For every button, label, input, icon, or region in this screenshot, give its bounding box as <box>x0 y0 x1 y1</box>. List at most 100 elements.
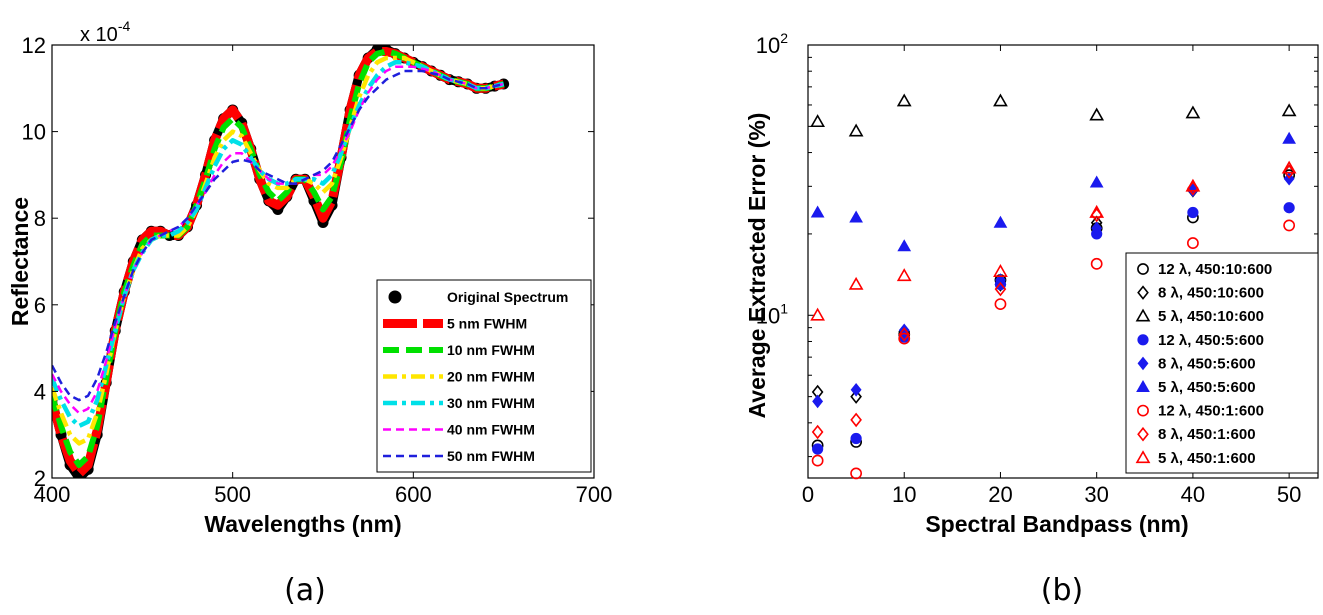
y-tick-exponent: 2 <box>780 30 788 46</box>
panel-b-y-axis-label: Average Extracted Error (%) <box>744 113 770 419</box>
data-point <box>561 0 572 6</box>
legend-marker <box>1135 308 1151 322</box>
legend-label: 30 nm FWHM <box>447 395 535 411</box>
panel-b-x-axis-label: Spectral Bandpass (nm) <box>925 511 1188 537</box>
legend-label: 5 λ, 450:5:600 <box>1158 379 1256 396</box>
series-line-50-nm-fwhm <box>52 69 504 402</box>
data-point <box>995 273 1006 287</box>
data-point <box>1187 237 1199 249</box>
y-tick-exponent: 1 <box>780 300 788 316</box>
data-point <box>1283 164 1295 179</box>
data-point <box>525 0 536 6</box>
x-tick-label: 30 <box>1084 482 1108 507</box>
legend-marker <box>1137 426 1149 442</box>
panel-a-y-multiplier: x 10-4 <box>80 18 130 46</box>
data-point <box>1283 202 1295 214</box>
x-tick-label: 600 <box>395 482 432 507</box>
legend-label: 40 nm FWHM <box>447 422 535 438</box>
data-point <box>1185 178 1201 192</box>
data-point <box>849 210 863 223</box>
legend-label: 20 nm FWHM <box>447 369 535 385</box>
data-point <box>848 276 864 290</box>
data-point <box>896 93 912 107</box>
data-point <box>994 298 1007 310</box>
x-tick-label: 20 <box>988 482 1012 507</box>
legend-label: Original Spectrum <box>447 289 568 305</box>
panel-b-plot-area <box>810 93 1297 480</box>
panel-a-plot-area <box>52 0 600 478</box>
panel-a-ticks: 400 500 600 700 2 4 6 8 10 12 <box>22 33 613 507</box>
legend-marker <box>1136 379 1150 392</box>
data-point <box>552 0 563 6</box>
data-point <box>810 205 825 218</box>
y-tick-label: 102 <box>756 30 788 58</box>
y-tick-label: 12 <box>22 33 46 58</box>
data-point <box>994 281 1007 297</box>
y-tick-label: 8 <box>34 206 46 231</box>
legend-label: 8 λ, 450:1:600 <box>1158 426 1256 443</box>
x-tick-label: 40 <box>1181 482 1205 507</box>
x-tick-label: 50 <box>1277 482 1301 507</box>
y-tick-label: 6 <box>34 293 46 318</box>
data-point <box>1187 206 1199 219</box>
data-point <box>848 123 864 137</box>
data-point <box>850 432 862 445</box>
panel-a-label: (a) <box>284 573 326 608</box>
data-point <box>1090 257 1103 270</box>
legend-label: 8 λ, 450:5:600 <box>1158 355 1256 372</box>
legend-marker <box>1137 404 1149 417</box>
data-point <box>850 467 863 480</box>
panel-a-lines <box>52 0 600 478</box>
y-tick-label: 2 <box>34 466 46 491</box>
x-tick-label: 0 <box>802 482 814 507</box>
data-point <box>810 307 826 321</box>
data-point <box>1089 107 1105 121</box>
x-tick-label: 500 <box>214 482 251 507</box>
data-point <box>898 327 911 342</box>
data-point <box>810 114 826 128</box>
data-point <box>811 424 824 440</box>
legend-marker <box>388 290 402 304</box>
legend-label: 5 λ, 450:1:600 <box>1158 450 1256 467</box>
legend-label: 5 λ, 450:10:600 <box>1158 308 1264 325</box>
legend-marker <box>1137 263 1149 275</box>
x-tick-label: 10 <box>892 482 916 507</box>
panel-a-chart: 400 500 600 700 2 4 6 8 10 12 x 10-4 Wavelengths … <box>7 0 613 608</box>
data-point <box>1089 204 1105 218</box>
y-tick-base: 10 <box>756 303 780 328</box>
x-tick-label: 700 <box>576 482 613 507</box>
data-point <box>896 268 912 282</box>
data-point <box>589 0 600 6</box>
legend-marker <box>1137 334 1149 346</box>
data-point <box>1283 219 1296 232</box>
data-point <box>1091 221 1103 235</box>
legend-label: 12 λ, 450:10:600 <box>1158 261 1272 278</box>
data-point <box>898 332 911 345</box>
panel-a-y-multiplier-base: x 10 <box>80 24 118 46</box>
data-point <box>850 389 862 404</box>
y-tick-label: 10 <box>22 120 46 145</box>
legend-label: 12 λ, 450:1:600 <box>1158 403 1264 420</box>
data-point <box>1281 103 1297 117</box>
data-point <box>812 394 824 409</box>
y-tick-base: 10 <box>756 33 780 58</box>
data-point <box>570 0 581 6</box>
legend-marker <box>1137 285 1149 300</box>
data-point <box>534 0 545 6</box>
panel-a-y-multiplier-exponent: -4 <box>118 18 131 34</box>
data-point <box>516 0 527 6</box>
data-point <box>850 382 862 397</box>
data-point <box>993 215 1008 228</box>
legend-marker <box>1137 356 1149 371</box>
data-point <box>850 412 862 428</box>
legend-marker <box>1135 450 1151 464</box>
data-point <box>993 264 1008 277</box>
data-point <box>1281 160 1297 174</box>
legend-box <box>1125 252 1319 474</box>
data-point <box>993 93 1008 107</box>
data-point <box>1185 105 1201 119</box>
data-point <box>579 0 590 6</box>
legend-label: 5 nm FWHM <box>447 316 527 332</box>
